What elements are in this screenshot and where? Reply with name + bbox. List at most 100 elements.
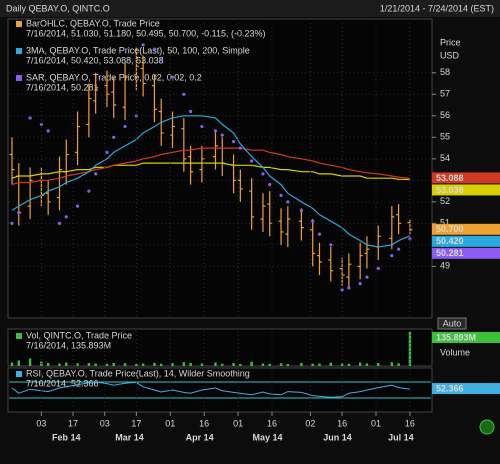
volume-bar <box>311 363 314 366</box>
legend-text: 3MA, QEBAY.O, Trade Price(Last), 50, 100… <box>26 45 250 55</box>
x-month-label: May 14 <box>252 432 282 442</box>
chart-title: Daily QEBAY.O, QINTC.O <box>6 3 110 13</box>
sar-dot <box>220 133 224 137</box>
title-bar <box>0 0 500 17</box>
auto-button[interactable] <box>437 317 467 330</box>
y-tick-label: 57 <box>440 89 450 99</box>
sar-dot <box>311 219 315 223</box>
sar-dot <box>94 172 98 176</box>
x-tick-label: 03 <box>36 418 46 428</box>
sar-dot <box>64 215 68 219</box>
legend-values: 7/16/2014, 51.030, 51.180, 50.495, 50.70… <box>26 28 266 38</box>
legend-values: 7/16/2014, 135.893M <box>26 340 111 350</box>
sar-dot <box>376 266 380 271</box>
x-tick-label: 17 <box>68 418 78 428</box>
sar-dot <box>182 92 186 96</box>
sar-dot <box>365 275 369 279</box>
volume-bar <box>340 363 344 366</box>
value-tag <box>432 383 500 395</box>
y-tick-label: 58 <box>440 67 450 77</box>
x-tick-label: 16 <box>405 418 415 428</box>
volume-bar <box>318 363 321 366</box>
sar-dot <box>170 75 175 79</box>
volume-bar <box>377 363 380 366</box>
legend-values: 7/16/2014, 52.366 <box>26 378 99 388</box>
moving-average-line <box>11 147 410 186</box>
legend-icon <box>16 75 22 81</box>
sar-dot <box>358 281 362 286</box>
y-tick-label: 54 <box>440 153 450 163</box>
volume-bar <box>214 362 217 366</box>
x-tick-label: 16 <box>337 418 347 428</box>
sar-dot <box>347 286 351 290</box>
sar-dot <box>286 200 290 204</box>
sar-dot <box>75 204 80 208</box>
volume-bar <box>135 364 138 366</box>
sar-dot <box>10 221 14 225</box>
value-tag-label: 52.366 <box>436 383 464 393</box>
y-axis-unit: USD <box>440 50 460 60</box>
x-tick-label: 01 <box>233 418 243 428</box>
date-range: 1/21/2014 - 7/24/2014 (EST) <box>380 3 494 13</box>
sar-dot <box>159 58 163 62</box>
value-tag-label: 50.420 <box>436 236 464 246</box>
legend-icon <box>16 371 22 377</box>
y-tick-label: 56 <box>440 110 450 120</box>
volume-bar <box>397 363 400 366</box>
volume-axis-label: Volume <box>440 347 470 357</box>
volume-bar <box>105 363 109 366</box>
value-tag-label: 135.893M <box>436 332 476 342</box>
sar-dot <box>46 129 50 133</box>
volume-bar <box>347 363 351 366</box>
value-tag-label: 50.281 <box>436 248 464 258</box>
sar-dot <box>390 254 394 258</box>
sar-dot <box>123 124 127 129</box>
y-tick-label: 51 <box>440 218 450 228</box>
x-tick-label: 03 <box>100 418 110 428</box>
volume-bar <box>279 363 283 366</box>
volume-bar <box>182 362 186 366</box>
sar-dot <box>200 124 204 129</box>
volume-bar <box>408 332 412 366</box>
sar-dot <box>189 109 193 114</box>
sar-dot <box>39 122 43 127</box>
sar-dot <box>17 210 21 215</box>
volume-bar <box>239 364 242 366</box>
rsi-line <box>11 381 410 398</box>
volume-bar <box>112 363 115 366</box>
volume-bar <box>365 363 369 366</box>
volume-bar <box>76 363 79 366</box>
x-tick-label: 01 <box>371 418 381 428</box>
price-panel <box>7 18 433 319</box>
volume-bar <box>65 362 68 366</box>
volume-bar <box>141 363 145 366</box>
legend-text: RSI, QEBAY.O, Trade Price(Last), 14, Wil… <box>26 368 250 378</box>
x-month-label: Jun 14 <box>323 432 352 442</box>
sar-dot <box>261 172 265 176</box>
x-tick-label: 17 <box>131 418 141 428</box>
sar-dot <box>87 189 91 193</box>
sar-dot <box>105 150 109 154</box>
volume-bar <box>153 362 156 366</box>
moving-average-line <box>11 162 410 181</box>
x-month-label: Jul 14 <box>388 432 414 442</box>
legend-icon <box>16 333 22 339</box>
legend-icon <box>16 48 22 54</box>
volume-bar <box>171 363 174 366</box>
volume-bar <box>10 362 14 366</box>
value-tag <box>432 235 500 247</box>
x-month-label: Apr 14 <box>186 432 214 442</box>
x-month-label: Mar 14 <box>115 432 144 442</box>
y-tick-label: 52 <box>440 196 450 206</box>
volume-bar <box>160 363 163 366</box>
value-tag <box>432 247 500 259</box>
value-tag <box>432 332 500 343</box>
volume-bar <box>250 361 253 366</box>
legend-values: 7/16/2014, 50.281 <box>26 82 99 92</box>
status-icon[interactable] <box>479 419 495 435</box>
auto-button-label[interactable]: Auto <box>443 318 462 328</box>
sar-dot <box>112 135 116 139</box>
volume-bar <box>329 362 332 366</box>
moving-average-line <box>11 115 411 248</box>
